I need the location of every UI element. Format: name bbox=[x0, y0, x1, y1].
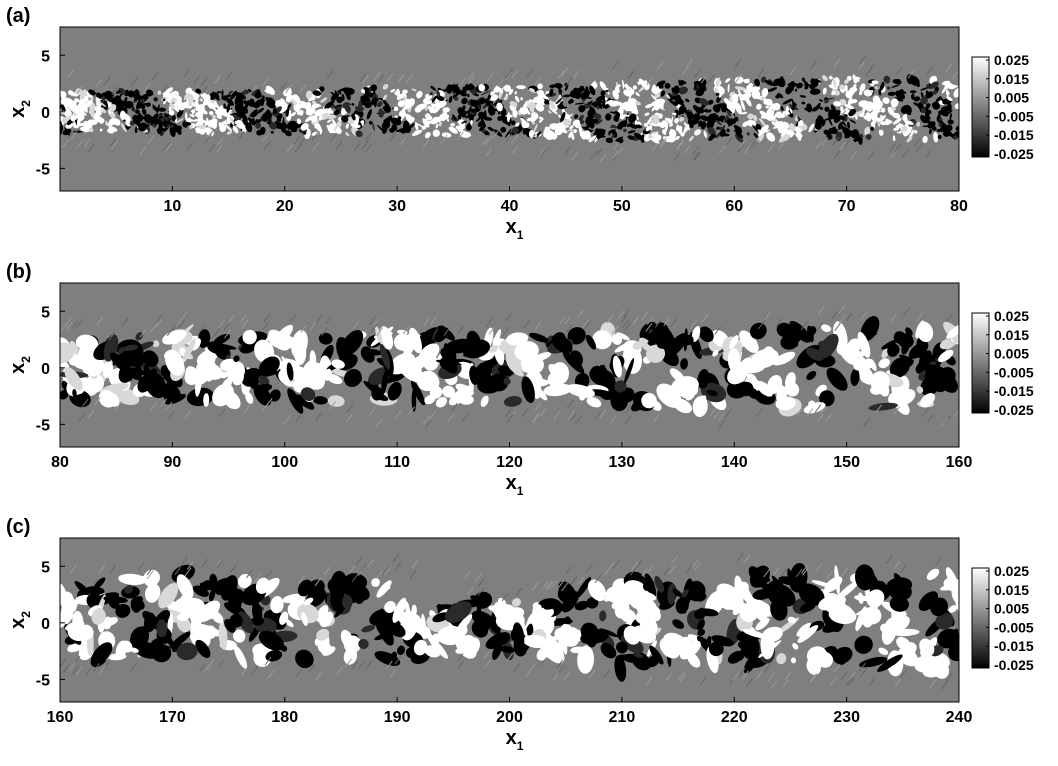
panel-label: (b) bbox=[6, 261, 32, 283]
panel-label: (c) bbox=[6, 516, 30, 538]
x-tick-label: 180 bbox=[271, 709, 298, 726]
colorbar-label: -0.025 bbox=[994, 657, 1034, 673]
x-axis-label: x1 bbox=[506, 472, 524, 498]
chart-svg: 80 90 100 110 120 130 140 150 160 5 0 -5 (b) x1 x2 0.02… bbox=[0, 256, 1058, 511]
x-tick-label: 80 bbox=[950, 198, 968, 215]
x-tick-label: 120 bbox=[496, 454, 523, 471]
x-axis-label: x1 bbox=[506, 727, 524, 753]
y-axis-label: x2 bbox=[7, 356, 33, 374]
colorbar-label: -0.015 bbox=[994, 383, 1034, 399]
y-tick-label: -5 bbox=[36, 672, 50, 689]
y-axis-label: x2 bbox=[7, 100, 33, 118]
colorbar bbox=[972, 568, 989, 668]
field-background bbox=[60, 27, 959, 191]
colorbar-label: -0.005 bbox=[994, 108, 1034, 124]
panel-c: 160 170 180 190 200 210 220 230 240 5 0 -5 (c) x1 x2 0.… bbox=[0, 511, 1058, 766]
x-tick-label: 10 bbox=[163, 198, 181, 215]
panel-a: 10 20 30 40 50 60 70 80 5 0 -5 (a) x1 x2 0.025 0.015 0.0… bbox=[0, 0, 1058, 255]
colorbar-label: 0.005 bbox=[994, 90, 1029, 106]
colorbar-label: 0.025 bbox=[994, 563, 1029, 579]
colorbar-label: 0.005 bbox=[994, 346, 1029, 362]
colorbar-label: 0.005 bbox=[994, 601, 1029, 617]
colorbar-label: -0.005 bbox=[994, 364, 1034, 380]
x-tick-label: 130 bbox=[609, 454, 636, 471]
chart-svg: 160 170 180 190 200 210 220 230 240 5 0 -5 (c) x1 x2 0.… bbox=[0, 511, 1058, 766]
y-tick-label: -5 bbox=[36, 161, 50, 178]
colorbar-label: -0.025 bbox=[994, 146, 1034, 162]
colorbar-label: -0.005 bbox=[994, 619, 1034, 635]
colorbar bbox=[972, 313, 989, 413]
x-tick-label: 240 bbox=[946, 709, 973, 726]
colorbar-label: 0.025 bbox=[994, 52, 1029, 68]
colorbar-label: 0.015 bbox=[994, 582, 1029, 598]
panel-label: (a) bbox=[6, 5, 30, 27]
y-tick-label: 0 bbox=[41, 616, 50, 633]
x-tick-label: 50 bbox=[613, 198, 631, 215]
x-tick-label: 170 bbox=[159, 709, 186, 726]
colorbar-label: -0.025 bbox=[994, 402, 1034, 418]
colorbar-label: 0.015 bbox=[994, 327, 1029, 343]
x-tick-label: 20 bbox=[276, 198, 294, 215]
x-tick-label: 110 bbox=[384, 454, 410, 471]
x-tick-label: 150 bbox=[833, 454, 860, 471]
y-axis-label: x2 bbox=[7, 611, 33, 629]
chart-svg: 10 20 30 40 50 60 70 8050-5(a)x1x20.0250.0150.0… bbox=[0, 0, 1058, 255]
x-tick-label: 200 bbox=[496, 709, 523, 726]
x-tick-label: 60 bbox=[725, 198, 743, 215]
y-tick-label: 5 bbox=[41, 48, 50, 65]
y-tick-label: -5 bbox=[36, 417, 50, 434]
y-tick-label: 0 bbox=[41, 105, 50, 122]
x-tick-label: 190 bbox=[384, 709, 411, 726]
y-tick-label: 5 bbox=[41, 304, 50, 321]
y-tick-label: 5 bbox=[41, 559, 50, 576]
x-tick-label: 230 bbox=[833, 709, 860, 726]
x-tick-label: 160 bbox=[946, 454, 973, 471]
colorbar-label: 0.025 bbox=[994, 308, 1029, 324]
colorbar-label: -0.015 bbox=[994, 638, 1034, 654]
x-tick-label: 30 bbox=[388, 198, 406, 215]
x-tick-label: 140 bbox=[721, 454, 748, 471]
x-tick-label: 220 bbox=[721, 709, 748, 726]
x-tick-label: 70 bbox=[838, 198, 856, 215]
colorbar-label: 0.015 bbox=[994, 71, 1029, 87]
x-tick-label: 80 bbox=[51, 454, 69, 471]
x-tick-label: 100 bbox=[271, 454, 298, 471]
colorbar bbox=[972, 57, 989, 157]
panel-b: 80 90 100 110 120 130 140 150 160 5 0 -5 (b) x1 x2 0.02… bbox=[0, 256, 1058, 511]
y-tick-label: 0 bbox=[41, 361, 50, 378]
x-tick-label: 40 bbox=[501, 198, 519, 215]
x-tick-label: 160 bbox=[47, 709, 74, 726]
colorbar-label: -0.015 bbox=[994, 127, 1034, 143]
x-tick-label: 210 bbox=[609, 709, 636, 726]
x-axis-label: x1 bbox=[506, 216, 524, 242]
x-tick-label: 90 bbox=[163, 454, 181, 471]
